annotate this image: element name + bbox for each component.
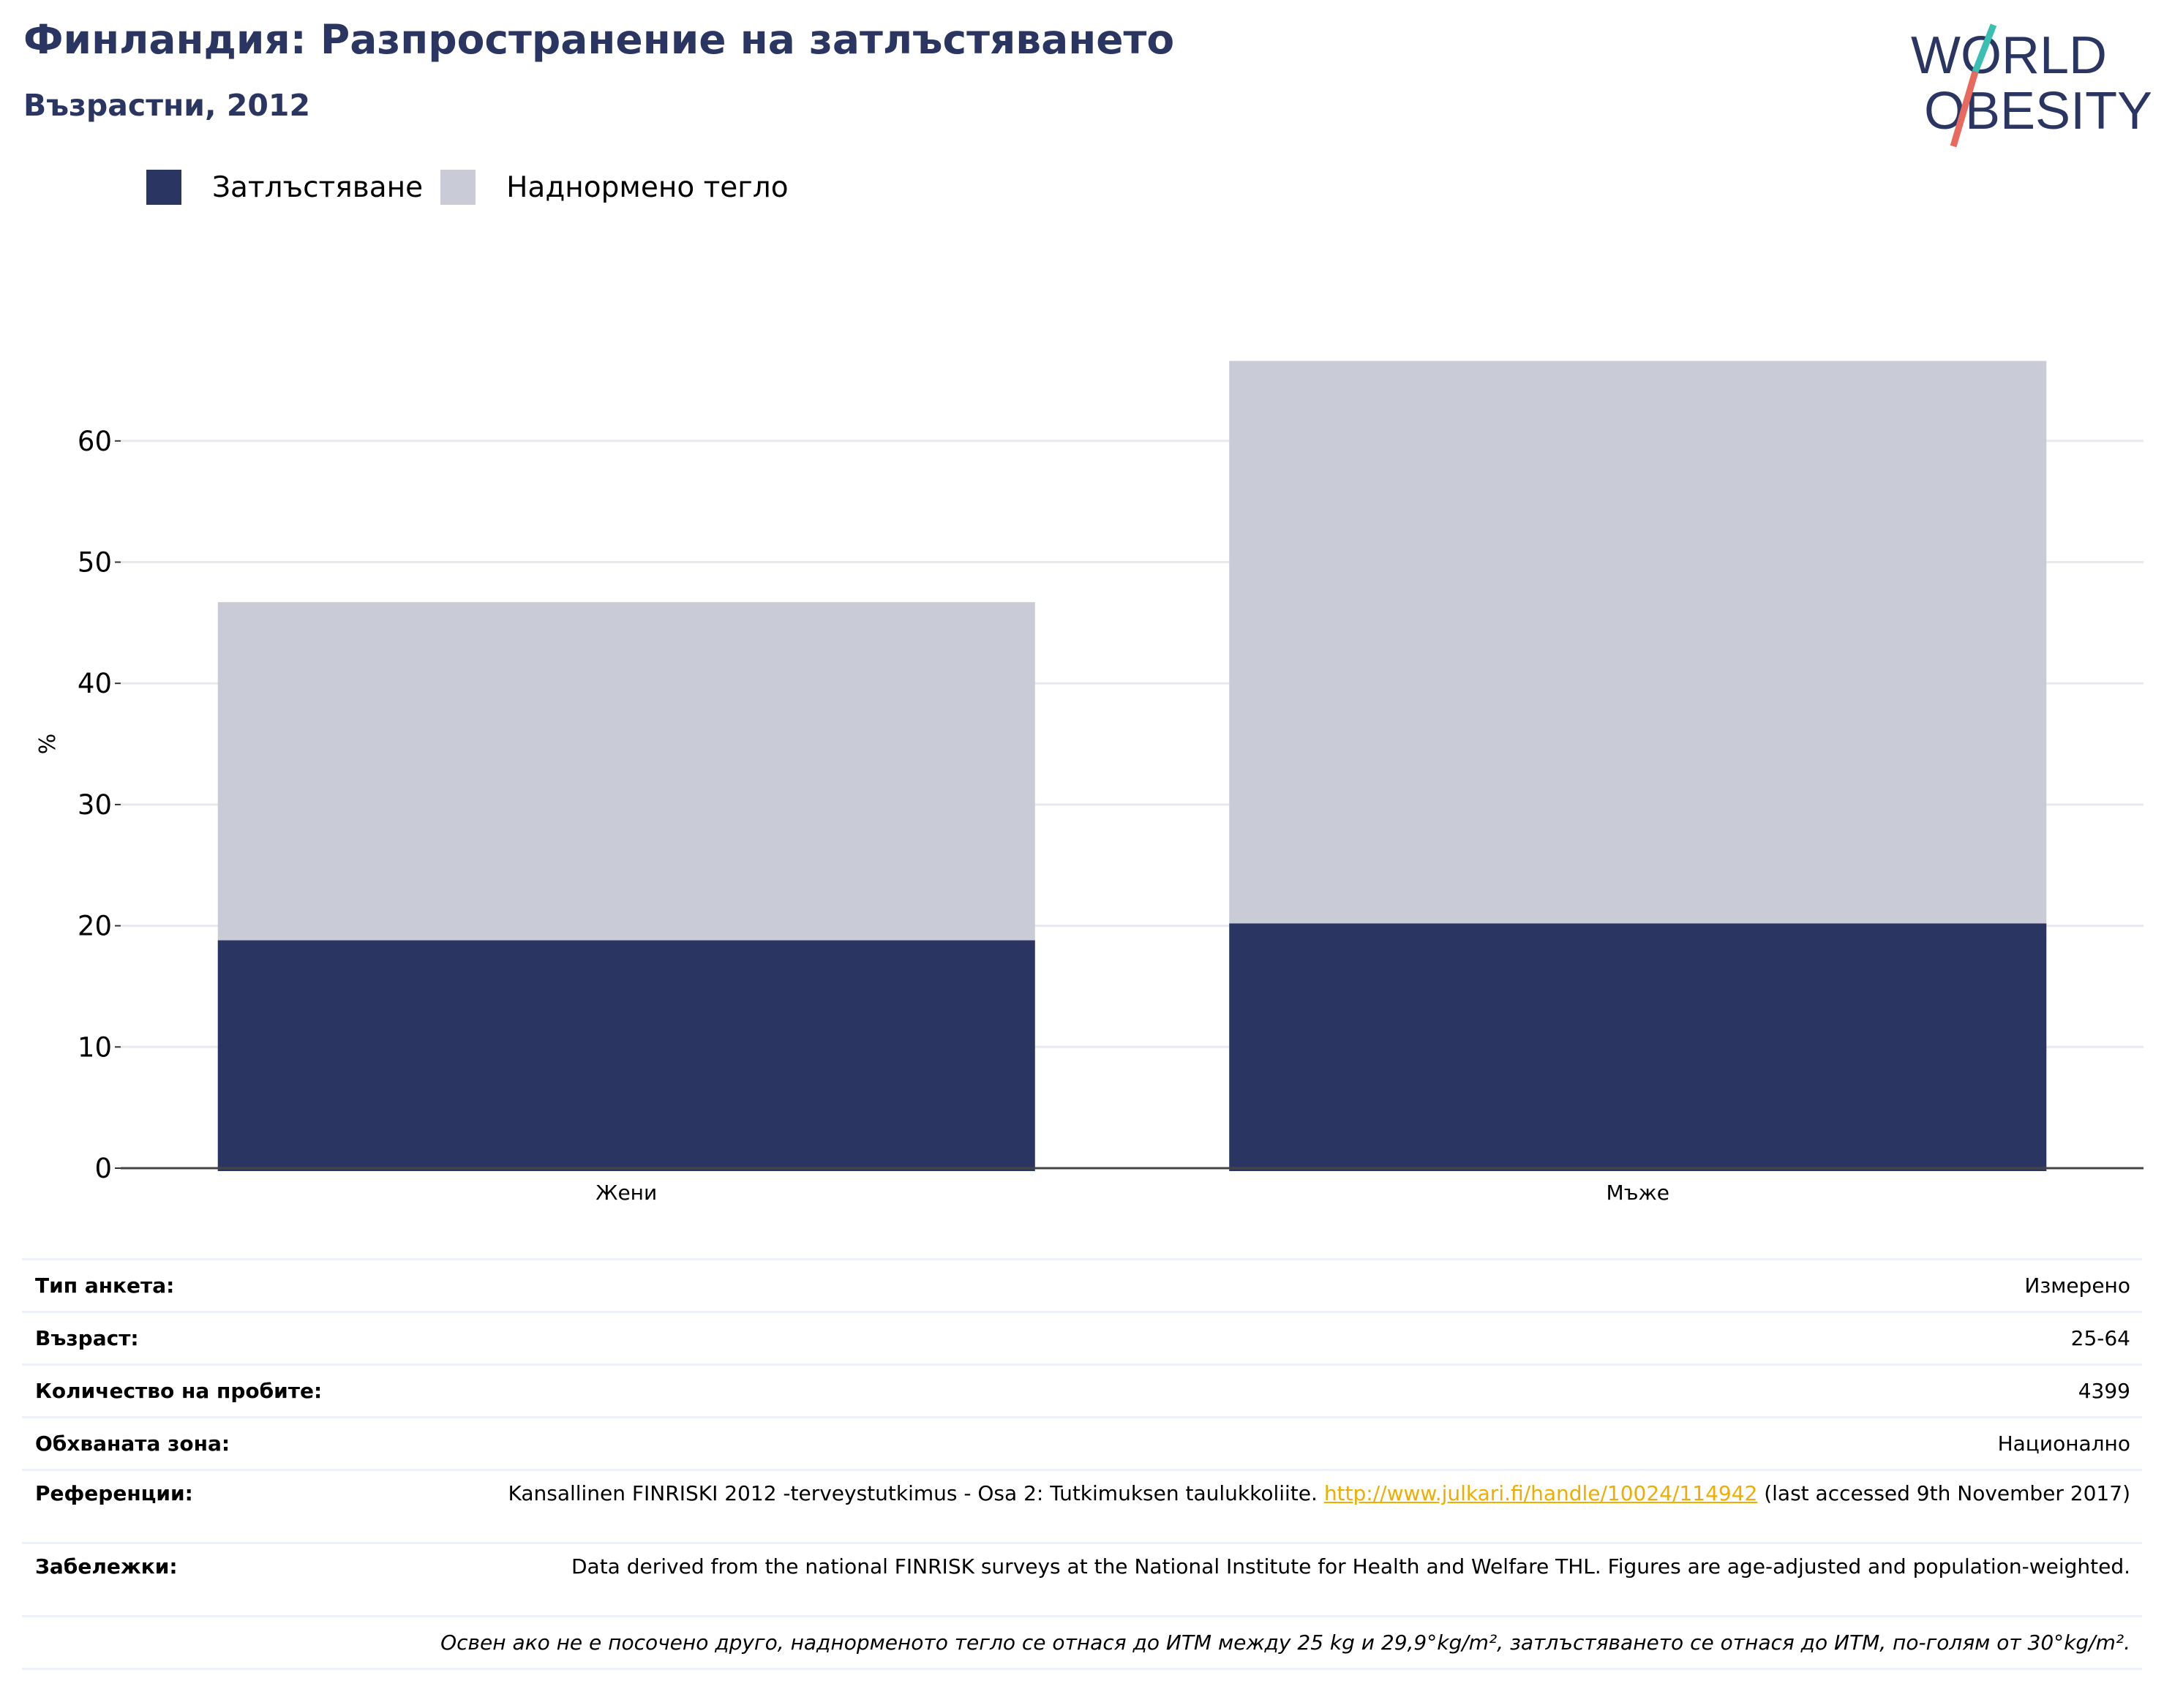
info-label: Забележки: [35, 1554, 178, 1579]
info-value: 25-64 [2070, 1326, 2130, 1350]
reference-link[interactable]: http://www.julkari.fi/handle/10024/11494… [1323, 1481, 1758, 1505]
info-row-references: Референции: Kansallinen FINRISKI 2012 -t… [22, 1469, 2142, 1542]
info-row-survey-type: Тип анкета: Измерено [22, 1258, 2142, 1311]
y-tick-label: 30 [78, 789, 112, 821]
chart-subtitle: Възрастни, 2012 [23, 88, 310, 123]
legend-label-obesity: Затлъстяване [212, 170, 424, 204]
bar-overweight-men [1229, 361, 2047, 924]
legend-swatch-overweight [440, 170, 476, 205]
info-label: Количество на пробите: [35, 1379, 323, 1403]
x-tick-label: Мъже [1607, 1181, 1669, 1205]
info-label: Тип анкета: [35, 1274, 175, 1298]
info-row-sample-size: Количество на пробите: 4399 [22, 1363, 2142, 1416]
chart-title: Финландия: Разпространение на затлъстява… [23, 16, 1175, 63]
info-value: 4399 [2078, 1379, 2130, 1403]
y-tick-label: 50 [78, 547, 112, 579]
legend-swatch-obesity [146, 170, 181, 205]
world-obesity-logo: WORLD OBESITY [1911, 23, 2151, 148]
info-label: Обхваната зона: [35, 1432, 230, 1456]
info-value: Национално [1997, 1432, 2130, 1456]
y-tick-label: 60 [78, 426, 112, 457]
bar-overweight-women [217, 602, 1035, 941]
info-label: Възраст: [35, 1326, 139, 1350]
info-value: Kansallinen FINRISKI 2012 -terveystutkim… [222, 1481, 2142, 1505]
legend-item-obesity: Затлъстяване [146, 170, 423, 205]
bar-chart: 0 10 20 30 40 50 60% Жени Мъже [35, 361, 2144, 1205]
y-tick-label: 20 [78, 911, 112, 942]
info-table: Тип анкета: Измерено Възраст: 25-64 Коли… [22, 1258, 2142, 1670]
bmi-footnote: Освен ако не е посочено друго, наднормен… [22, 1615, 2142, 1670]
bar-obesity-men [1229, 923, 2047, 1171]
info-row-area-covered: Обхваната зона: Национално [22, 1416, 2142, 1469]
bar-obesity-women [217, 940, 1035, 1171]
legend-item-overweight: Наднормено тегло [440, 170, 789, 205]
info-label: Референции: [35, 1481, 193, 1505]
info-value: Data derived from the national FINRISK s… [571, 1554, 2130, 1579]
info-row-age: Възраст: 25-64 [22, 1311, 2142, 1363]
y-tick-label: 0 [94, 1153, 112, 1184]
y-tick-label: 40 [78, 668, 112, 699]
chart-legend: Затлъстяване Наднормено тегло [146, 168, 806, 206]
svg-text:WORLD: WORLD [1911, 26, 2107, 85]
y-axis-label: % [35, 734, 61, 755]
info-row-notes: Забележки: Data derived from the nationa… [22, 1542, 2142, 1615]
reference-accessed-text: (last accessed 9th November 2017) [1757, 1481, 2130, 1505]
reference-text: Kansallinen FINRISKI 2012 -terveystutkim… [508, 1481, 1324, 1505]
info-value: Измерено [2024, 1274, 2130, 1298]
y-tick-label: 10 [78, 1031, 112, 1063]
legend-label-overweight: Наднормено тегло [506, 170, 789, 204]
x-tick-label: Жени [596, 1181, 657, 1205]
